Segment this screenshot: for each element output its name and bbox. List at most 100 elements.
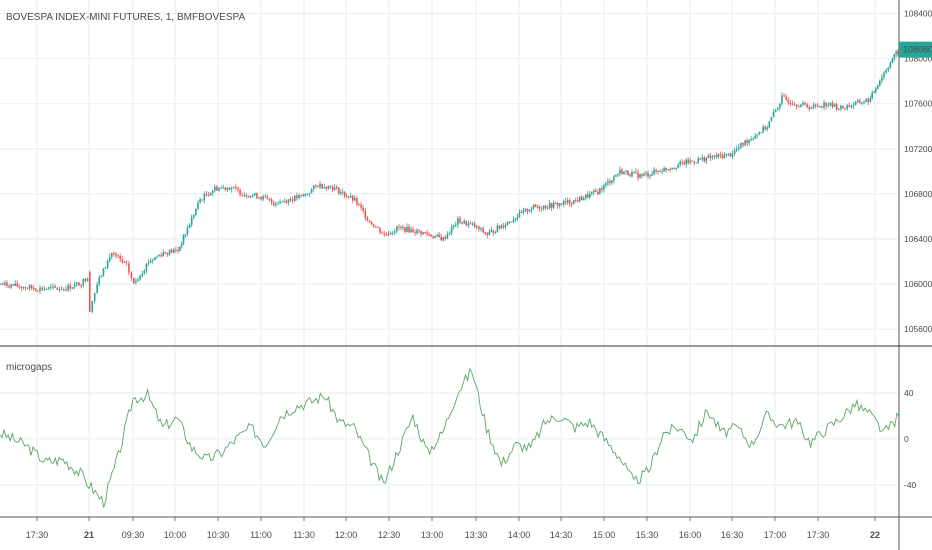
candle-body[interactable] — [842, 105, 844, 109]
candle-body[interactable] — [735, 148, 738, 151]
candle-body[interactable] — [601, 188, 603, 190]
candle-body[interactable] — [627, 170, 629, 175]
candle-body[interactable] — [762, 126, 765, 133]
candle-body[interactable] — [410, 229, 412, 233]
candle-body[interactable] — [275, 204, 277, 206]
candle-body[interactable] — [450, 227, 453, 234]
candle-body[interactable] — [520, 212, 523, 214]
candle-body[interactable] — [486, 233, 489, 236]
candle-body[interactable] — [846, 105, 848, 109]
candle-body[interactable] — [895, 51, 897, 55]
candle-body[interactable] — [812, 104, 815, 108]
candle-body[interactable] — [740, 142, 742, 148]
candle-body[interactable] — [825, 102, 827, 107]
candle-body[interactable] — [343, 191, 346, 197]
candle-body[interactable] — [750, 138, 752, 140]
candle-body[interactable] — [677, 164, 679, 168]
candle-body[interactable] — [60, 289, 63, 291]
candle-body[interactable] — [414, 232, 416, 234]
candle-body[interactable] — [881, 77, 883, 81]
candle-body[interactable] — [86, 278, 89, 282]
candle-body[interactable] — [731, 153, 734, 157]
candle-body[interactable] — [562, 201, 565, 205]
candle-body[interactable] — [613, 176, 615, 181]
candle-body[interactable] — [315, 185, 317, 187]
candle-body[interactable] — [538, 206, 541, 209]
candle-body[interactable] — [331, 186, 334, 190]
candle-body[interactable] — [166, 252, 169, 255]
candle-body[interactable] — [71, 287, 74, 289]
candle-body[interactable] — [149, 260, 152, 263]
candle-body[interactable] — [833, 104, 836, 107]
candle-body[interactable] — [797, 106, 800, 108]
candle-body[interactable] — [247, 196, 250, 198]
candle-body[interactable] — [584, 194, 587, 199]
candle-body[interactable] — [264, 196, 267, 198]
candle-body[interactable] — [473, 223, 476, 228]
candle-body[interactable] — [738, 147, 740, 149]
candle-body[interactable] — [623, 171, 625, 175]
candle-body[interactable] — [207, 195, 210, 197]
candle-body[interactable] — [268, 198, 271, 200]
candle-body[interactable] — [8, 286, 10, 288]
candle-body[interactable] — [119, 256, 121, 260]
candle-body[interactable] — [258, 197, 260, 199]
candle-body[interactable] — [230, 188, 233, 190]
candle-body[interactable] — [440, 236, 442, 241]
candle-body[interactable] — [121, 259, 124, 262]
candle-body[interactable] — [783, 95, 785, 97]
candle-body[interactable] — [291, 199, 294, 201]
candle-body[interactable] — [260, 197, 262, 200]
candle-body[interactable] — [498, 225, 501, 229]
candle-body[interactable] — [356, 197, 358, 205]
candle-body[interactable] — [789, 102, 792, 104]
candle-body[interactable] — [556, 203, 559, 206]
candle-body[interactable] — [321, 183, 323, 189]
candle-body[interactable] — [245, 195, 248, 197]
candle-body[interactable] — [580, 196, 583, 201]
candle-body[interactable] — [78, 282, 80, 286]
candle-body[interactable] — [605, 182, 607, 186]
candle-body[interactable] — [883, 72, 885, 78]
candle-body[interactable] — [671, 167, 673, 170]
candle-body[interactable] — [362, 207, 364, 211]
candle-body[interactable] — [808, 107, 811, 110]
candle-body[interactable] — [754, 135, 756, 139]
candle-body[interactable] — [182, 234, 185, 244]
candle-body[interactable] — [548, 203, 551, 208]
candle-body[interactable] — [647, 173, 649, 177]
candle-body[interactable] — [177, 249, 179, 251]
candle-body[interactable] — [341, 191, 344, 193]
candle-body[interactable] — [463, 220, 465, 224]
candle-body[interactable] — [102, 268, 105, 277]
candle-body[interactable] — [871, 92, 873, 99]
candle-body[interactable] — [327, 185, 330, 189]
candle-body[interactable] — [897, 51, 899, 54]
candle-body[interactable] — [393, 231, 396, 233]
candle-body[interactable] — [14, 283, 16, 286]
candle-body[interactable] — [574, 200, 577, 202]
candle-body[interactable] — [607, 181, 609, 183]
candle-body[interactable] — [502, 225, 505, 228]
candle-body[interactable] — [526, 208, 529, 212]
candle-body[interactable] — [840, 105, 842, 109]
candle-body[interactable] — [396, 226, 398, 232]
candle-body[interactable] — [279, 201, 281, 204]
candle-body[interactable] — [748, 139, 750, 144]
candle-body[interactable] — [18, 286, 21, 288]
candle-body[interactable] — [663, 167, 665, 172]
candle-body[interactable] — [249, 195, 252, 198]
candle-body[interactable] — [254, 193, 256, 196]
candle-body[interactable] — [345, 196, 348, 198]
candle-body[interactable] — [272, 202, 275, 206]
candle-body[interactable] — [633, 171, 635, 173]
candle-body[interactable] — [347, 196, 350, 198]
candle-body[interactable] — [588, 193, 591, 198]
candle-body[interactable] — [448, 233, 451, 235]
candle-body[interactable] — [232, 186, 235, 189]
candle-body[interactable] — [518, 212, 521, 218]
candle-body[interactable] — [65, 289, 67, 291]
candle-body[interactable] — [508, 221, 511, 223]
candle-body[interactable] — [532, 204, 535, 209]
candle-body[interactable] — [442, 237, 444, 241]
